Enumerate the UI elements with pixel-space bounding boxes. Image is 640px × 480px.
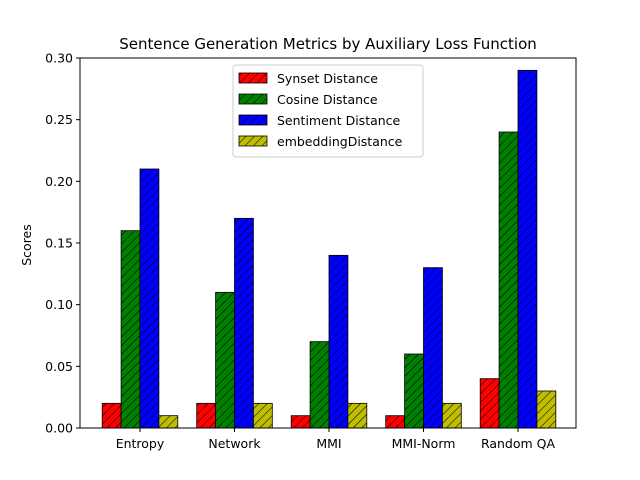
bar: [347, 402, 368, 429]
bar: [517, 69, 538, 429]
y-axis: 0.00 0.05 0.10 0.15 0.20 0.25 0.30: [45, 51, 80, 436]
y-tick-label: 0.20: [45, 174, 73, 189]
bar: [215, 291, 235, 429]
legend-item: embeddingDistance: [238, 134, 403, 149]
y-tick-label: 0.25: [45, 112, 73, 127]
y-axis-label: Scores: [19, 224, 34, 266]
legend-frame: [232, 64, 424, 158]
bar: [120, 230, 141, 429]
chart-title: Sentence Generation Metrics by Auxiliary…: [119, 35, 537, 53]
bar: [309, 341, 330, 429]
x-axis: Entropy Network MMI MMI-Norm Random QA: [116, 428, 556, 451]
y-tick-label: 0.15: [45, 236, 73, 251]
bar: [139, 168, 160, 429]
bar: [479, 378, 500, 429]
bar: [290, 415, 311, 429]
legend-label: Sentiment Distance: [277, 113, 401, 128]
x-tick-label: Entropy: [116, 436, 165, 451]
legend-label: Cosine Distance: [277, 92, 378, 107]
legend-item: Cosine Distance: [238, 92, 378, 107]
x-tick-label: Network: [208, 436, 261, 451]
bar: [536, 390, 557, 429]
bar: [385, 415, 406, 429]
legend-item: Synset Distance: [238, 71, 378, 86]
x-tick-label: Random QA: [481, 436, 556, 451]
legend-item: Sentiment Distance: [238, 113, 401, 128]
y-tick-label: 0.00: [45, 421, 73, 436]
bar: [196, 402, 216, 429]
bars-group: [101, 69, 557, 429]
bar: [423, 267, 443, 429]
legend-label: embeddingDistance: [277, 134, 403, 149]
bar: [328, 254, 349, 429]
bar: [252, 402, 273, 429]
bar: [234, 217, 254, 429]
y-tick-label: 0.30: [45, 51, 73, 66]
bar: [158, 415, 179, 429]
legend: Synset Distance Cosine Distance Sentiment …: [232, 64, 424, 158]
y-tick-label: 0.05: [45, 359, 73, 374]
x-tick-label: MMI-Norm: [392, 436, 456, 451]
bar: [101, 402, 122, 429]
x-tick-label: MMI: [316, 436, 341, 451]
y-tick-label: 0.10: [45, 297, 73, 312]
bar: [498, 131, 519, 429]
bar: [441, 402, 462, 429]
legend-label: Synset Distance: [277, 71, 378, 86]
bar: [404, 353, 424, 429]
